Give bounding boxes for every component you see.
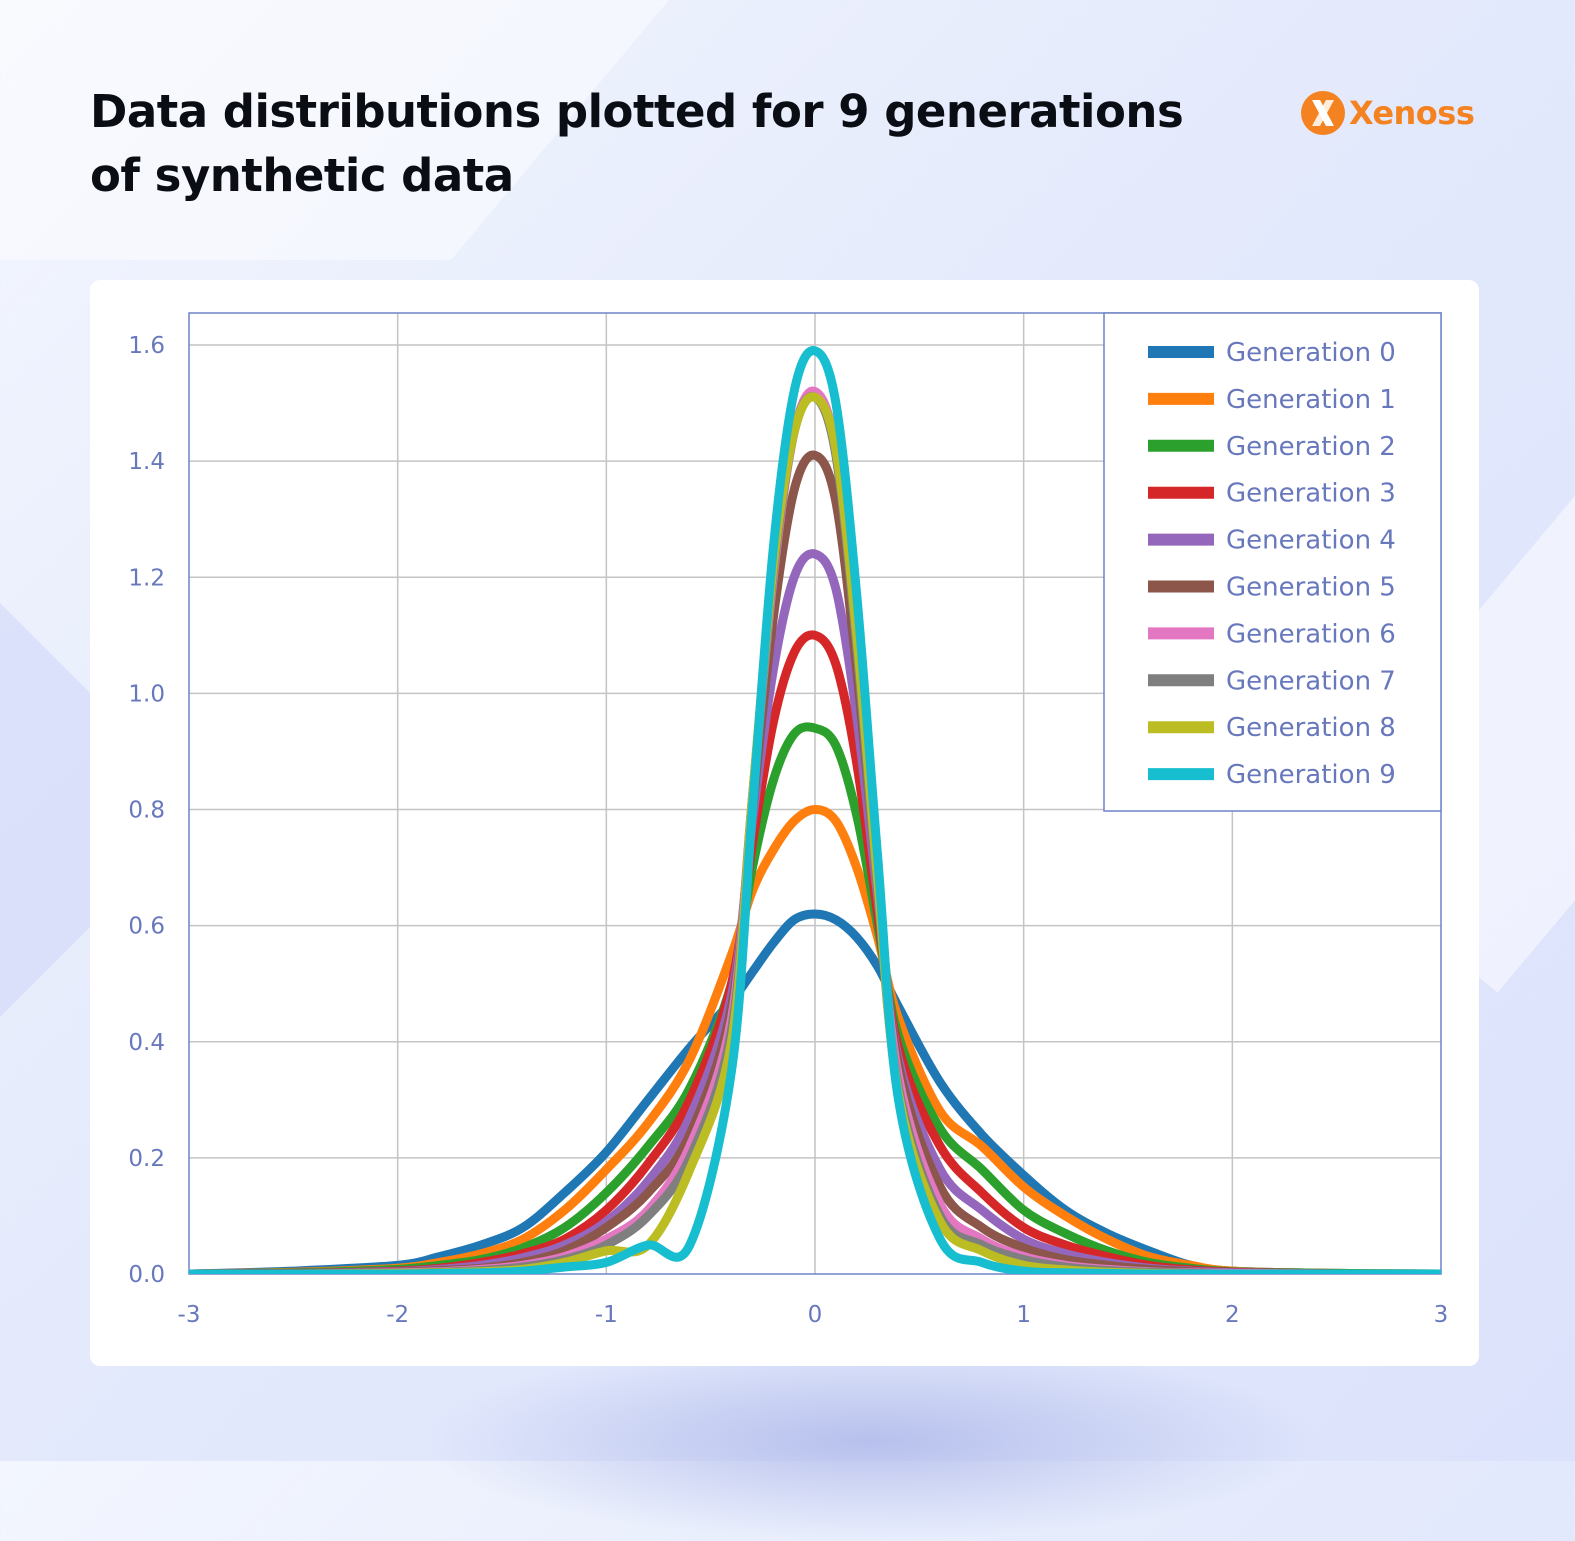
y-tick-label: 0.0 bbox=[128, 1262, 165, 1288]
x-tick-label: 1 bbox=[1016, 1302, 1031, 1328]
y-tick-label: 1.6 bbox=[128, 333, 165, 359]
x-tick-label: -3 bbox=[178, 1302, 201, 1328]
x-logo-icon bbox=[1301, 91, 1345, 135]
legend-label: Generation 6 bbox=[1226, 619, 1396, 649]
x-tick-label: 2 bbox=[1225, 1302, 1240, 1328]
legend-label: Generation 2 bbox=[1226, 432, 1396, 462]
y-tick-label: 1.0 bbox=[128, 681, 165, 707]
chart-card: -3 -2 -1 0 1 2 3 0.0 0.2 0.4 0.6 0.8 1.0 1.2 1.4 1.6 Gen… bbox=[90, 280, 1479, 1366]
distribution-chart: -3 -2 -1 0 1 2 3 0.0 0.2 0.4 0.6 0.8 1.0 1.2 1.4 1.6 Gen… bbox=[128, 312, 1449, 1328]
legend-label: Generation 0 bbox=[1226, 338, 1396, 368]
background-glow bbox=[420, 1341, 1320, 1541]
legend-label: Generation 9 bbox=[1226, 760, 1396, 790]
y-tick-label: 0.6 bbox=[128, 914, 165, 940]
x-tick-label: -2 bbox=[386, 1302, 409, 1328]
page-title: Data distributions plotted for 9 generat… bbox=[90, 85, 1184, 202]
x-tick-label: -1 bbox=[595, 1302, 618, 1328]
series-line-generation-0 bbox=[189, 909, 1441, 1274]
x-tick-label: 0 bbox=[808, 1302, 823, 1328]
brand-name: Xenoss bbox=[1349, 94, 1475, 132]
legend-label: Generation 8 bbox=[1226, 713, 1396, 743]
series-line-generation-9 bbox=[189, 346, 1441, 1274]
series-line-generation-1 bbox=[189, 805, 1441, 1274]
y-tick-label: 1.2 bbox=[128, 565, 165, 591]
y-tick-label: 0.8 bbox=[128, 798, 165, 824]
y-tick-label: 0.4 bbox=[128, 1030, 165, 1056]
legend-label: Generation 5 bbox=[1226, 573, 1396, 603]
x-tick-label: 3 bbox=[1434, 1302, 1449, 1328]
legend-label: Generation 1 bbox=[1226, 385, 1396, 415]
series-group bbox=[189, 346, 1441, 1274]
legend-label: Generation 3 bbox=[1226, 479, 1396, 509]
y-tick-label: 1.4 bbox=[128, 449, 165, 475]
legend: Generation 0 Generation 1 Generation 2 Gene… bbox=[1103, 312, 1442, 812]
legend-label: Generation 7 bbox=[1226, 666, 1396, 696]
y-tick-label: 0.2 bbox=[128, 1146, 165, 1172]
brand-logo: Xenoss bbox=[1299, 88, 1475, 138]
legend-label: Generation 4 bbox=[1226, 526, 1396, 556]
